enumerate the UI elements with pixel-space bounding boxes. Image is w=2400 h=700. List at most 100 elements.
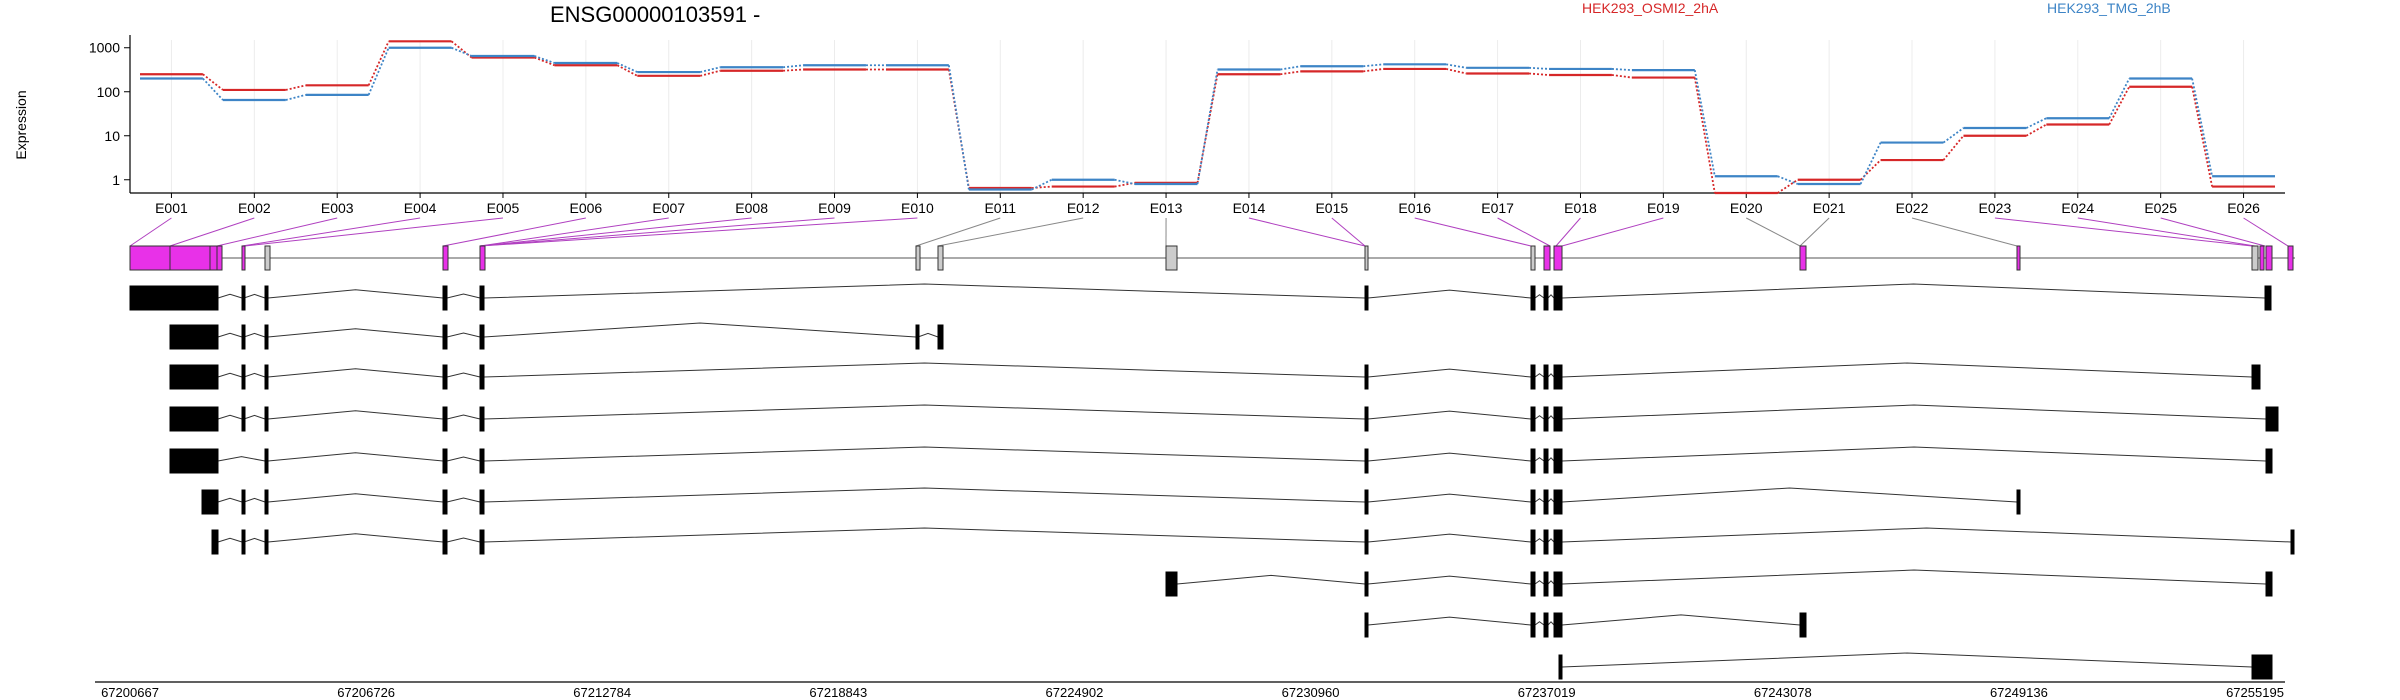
transcript-row [211, 527, 2295, 555]
y-axis-label: Expression [13, 90, 29, 159]
x-tick-label: E015 [1315, 200, 1348, 216]
series-connector [202, 77, 224, 101]
series-connector [616, 62, 638, 73]
series-connector [782, 64, 804, 69]
exon-connectors [129, 217, 2289, 247]
transcript-row [169, 362, 2261, 390]
transcript-row [1558, 652, 2273, 680]
exon-block [1530, 245, 1536, 271]
coordinate-label: 67218843 [809, 685, 867, 700]
series-connector [616, 64, 638, 77]
x-tick-label: E001 [155, 200, 188, 216]
series-connector [2191, 78, 2213, 177]
exon-block [264, 245, 271, 271]
series-connector [699, 69, 721, 77]
transcript-exon [1558, 654, 1563, 680]
transcript-exon [1530, 571, 1536, 597]
intron-line [1547, 457, 1555, 462]
coordinate-label: 67243078 [1754, 685, 1812, 700]
transcript-exon [241, 364, 246, 390]
series-connector [1942, 135, 1965, 161]
intron-line [267, 289, 444, 299]
transcript-exon [479, 364, 485, 390]
exon-block [169, 245, 211, 271]
exon-connector-line [442, 217, 586, 247]
series-connector [1859, 142, 1882, 185]
series-connector [2025, 117, 2047, 129]
series-connector [1777, 175, 1799, 185]
transcript-exon [1530, 612, 1536, 638]
intron-line [243, 414, 266, 420]
transcript-exon [2265, 448, 2273, 474]
x-tick-label: E026 [2227, 200, 2260, 216]
intron-line [446, 497, 481, 503]
axes: 1 10 100 1000 E001 E002 E003 E004 E005 E006 E007 E0… [89, 35, 2285, 216]
exon-connector-line [1248, 217, 1366, 247]
transcript-exon [1530, 529, 1536, 555]
transcript-row [169, 322, 944, 350]
y-tick-label: 100 [97, 84, 121, 100]
x-tick-label: E006 [570, 200, 603, 216]
intron-line [217, 293, 243, 299]
intron-line [243, 332, 266, 338]
intron-line [1176, 574, 1366, 585]
legend-entry-osmi2: HEK293_OSMI2_2hA [1582, 0, 1719, 16]
intron-line [243, 293, 266, 299]
transcript-exon [201, 489, 219, 515]
transcript-exon [264, 448, 269, 474]
intron-line [267, 368, 444, 378]
transcript-exon [241, 324, 246, 350]
transcript-exon [2264, 285, 2272, 311]
transcript-exon [937, 324, 944, 350]
exon-block [2287, 245, 2294, 271]
transcript-exon [1364, 489, 1369, 515]
transcript-exon [211, 529, 219, 555]
intron-line [1547, 538, 1555, 543]
series-connector [1445, 63, 1467, 69]
coordinate-label: 67230960 [1282, 685, 1340, 700]
intron-line [483, 527, 1366, 543]
series-connector [367, 47, 390, 96]
intron-line [446, 414, 481, 420]
y-tick-label: 10 [104, 128, 120, 144]
exon-connector-line [169, 217, 255, 247]
series-connector [285, 93, 306, 101]
transcript-exon [915, 324, 920, 350]
transcript-exon [479, 529, 485, 555]
x-tick-label: E021 [1813, 200, 1846, 216]
intron-line [217, 414, 243, 420]
intron-line [1561, 283, 2266, 299]
transcript-exon [1530, 364, 1536, 390]
exon-block [2251, 245, 2259, 271]
transcript-exon [1364, 529, 1369, 555]
series-connector [1693, 69, 1716, 177]
transcript-exon [2265, 406, 2279, 432]
intron-line [483, 283, 1366, 299]
series-connector [1528, 66, 1550, 70]
intron-line [1534, 621, 1545, 626]
transcript-exon [442, 406, 448, 432]
transcript-exon [1543, 448, 1549, 474]
x-tick-label: E004 [404, 200, 437, 216]
series-tmg [140, 46, 2275, 191]
x-tick-label: E023 [1979, 200, 2012, 216]
exon-block [2259, 245, 2265, 271]
transcript-exon [241, 285, 246, 311]
series-connector [2191, 86, 2213, 187]
transcript-exon [1364, 448, 1369, 474]
x-tick-label: E022 [1896, 200, 1929, 216]
series-osmi2 [140, 40, 2275, 195]
gene-model-track [129, 245, 2295, 271]
series-connector [367, 40, 390, 86]
exon-connector-line [2077, 217, 2256, 247]
series-connector [2025, 123, 2047, 137]
series-connector [1693, 77, 1716, 194]
intron-line [1534, 498, 1545, 503]
intron-line [1561, 446, 2267, 462]
intron-line [1534, 580, 1545, 585]
coordinate-label: 67200667 [101, 685, 159, 700]
transcript-exon [169, 406, 219, 432]
series-connector [1777, 179, 1799, 194]
transcript-row [201, 487, 2021, 515]
